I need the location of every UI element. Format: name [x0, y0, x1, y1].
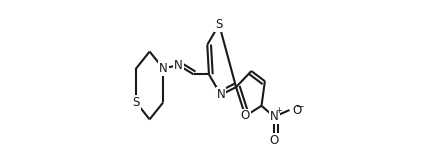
Text: −: −: [296, 102, 305, 112]
Text: N: N: [270, 110, 279, 123]
Text: N: N: [217, 88, 225, 101]
Text: +: +: [275, 106, 282, 115]
Text: S: S: [215, 18, 223, 31]
Text: S: S: [132, 96, 140, 109]
Text: O: O: [292, 104, 301, 117]
Text: N: N: [159, 62, 168, 75]
Text: O: O: [241, 110, 250, 122]
Text: N: N: [174, 59, 183, 72]
Text: O: O: [269, 134, 279, 147]
